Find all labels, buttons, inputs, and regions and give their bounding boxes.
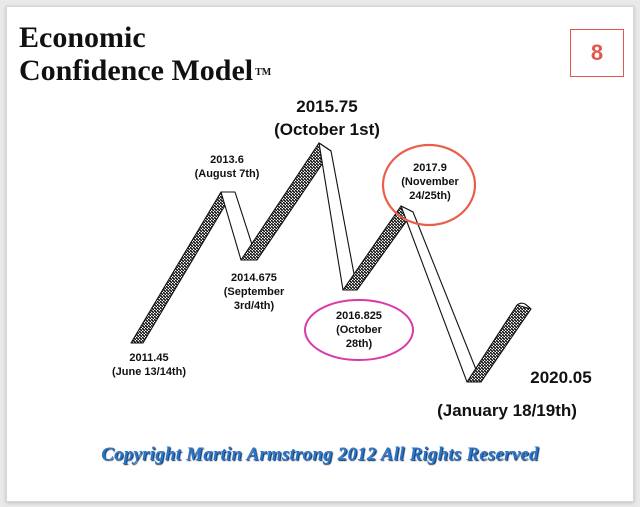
- label-2013-6: 2013.6 (August 7th): [194, 154, 260, 181]
- page-number-badge: 8: [570, 29, 624, 77]
- model-title: Economic Confidence Model TM: [19, 21, 271, 87]
- title-line-1: Economic: [19, 21, 146, 54]
- label-2015-75: 2015.75 (October 1st): [274, 97, 380, 139]
- title-line-2: Confidence Model TM: [19, 54, 271, 87]
- label-2020-date: (January 18/19th): [437, 401, 577, 420]
- label-2017-9: 2017.9 (November 24/25th): [401, 162, 459, 203]
- wave-down-2015-2016: [318, 142, 358, 291]
- wave-end-scribble: [516, 302, 532, 310]
- label-2020-05: 2020.05: [530, 368, 592, 387]
- wave-up-2011-2013: [130, 191, 234, 344]
- ecm-wave-diagram: [130, 142, 532, 383]
- highlight-circle-2016: [304, 299, 414, 361]
- trademark-symbol: TM: [255, 67, 272, 78]
- title-line-2-text: Confidence Model: [19, 54, 254, 87]
- wave-down-2017-2020: [400, 205, 482, 383]
- label-2016-825: 2016.825 (October 28th): [336, 310, 382, 351]
- label-2011-45: 2011.45 (June 13/14th): [112, 352, 186, 379]
- label-2014-675: 2014.675 (September 3rd/4th): [223, 272, 285, 313]
- highlight-circle-2017: [381, 143, 477, 227]
- copyright-notice: Copyright Martin Armstrong 2012 All Righ…: [101, 444, 539, 465]
- slide: Economic Confidence Model TM 8 2011.45 (J…: [6, 6, 634, 502]
